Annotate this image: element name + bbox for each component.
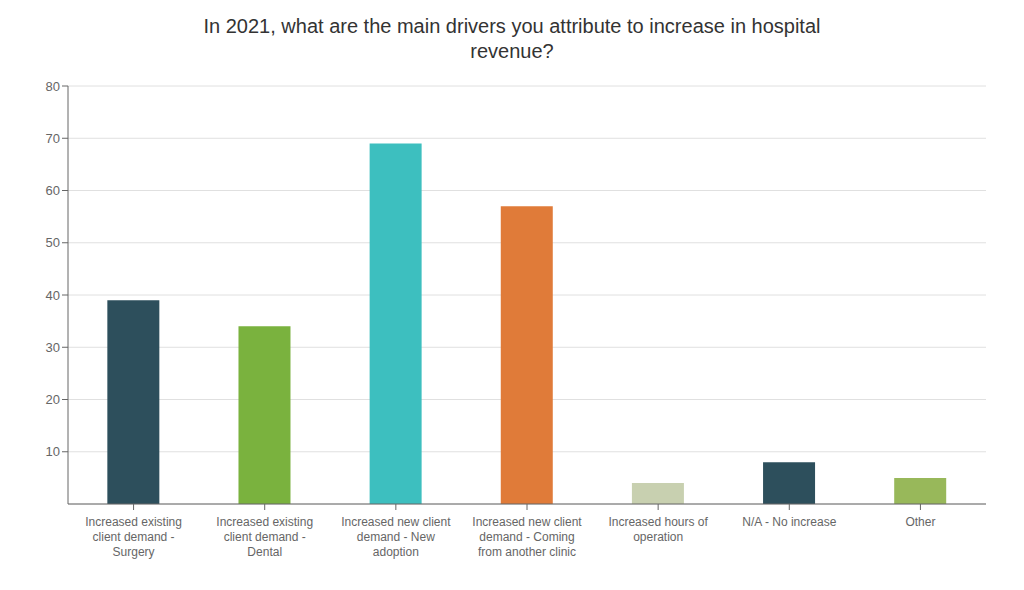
svg-text:70: 70 <box>46 131 60 146</box>
svg-text:Increased existingclient deman: Increased existingclient demand -Dental <box>216 515 313 559</box>
svg-text:30: 30 <box>46 340 60 355</box>
svg-text:10: 10 <box>46 444 60 459</box>
html-text:revenue?: revenue? <box>470 40 554 62</box>
svg-text:80: 80 <box>46 79 60 94</box>
svg-text:20: 20 <box>46 392 60 407</box>
svg-text:N/A - No increase: N/A - No increase <box>742 515 836 529</box>
svg-text:40: 40 <box>46 288 60 303</box>
svg-text:50: 50 <box>46 235 60 250</box>
svg-text:Increased hours ofoperation: Increased hours ofoperation <box>608 515 708 544</box>
svg-text:Increased new clientdemand - C: Increased new clientdemand - Comingfrom … <box>472 515 582 559</box>
svg-text:Increased existingclient deman: Increased existingclient demand -Surgery <box>85 515 182 559</box>
svg-text:Increased new clientdemand - N: Increased new clientdemand - Newadoption <box>341 515 451 559</box>
html-text:In 2021, what are the main dri: In 2021, what are the main drivers you a… <box>203 15 821 37</box>
svg-text:Other: Other <box>905 515 935 529</box>
svg-text:60: 60 <box>46 183 60 198</box>
